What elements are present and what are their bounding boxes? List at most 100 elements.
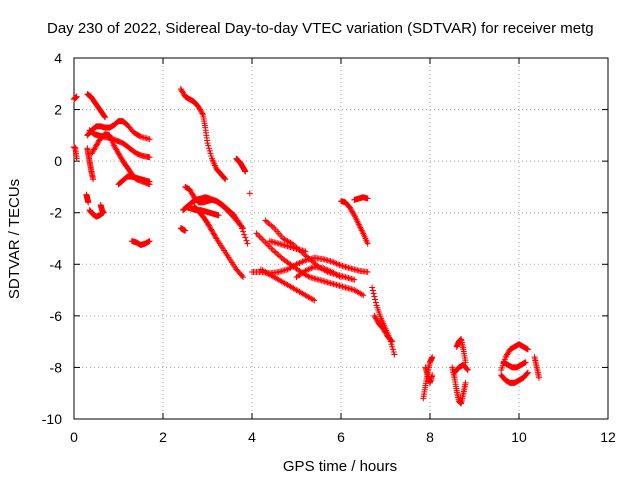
- data-point: [186, 186, 193, 193]
- data-point: [215, 212, 222, 219]
- data-point: [205, 145, 212, 152]
- data-point: [116, 152, 123, 159]
- data-point: [389, 343, 396, 350]
- data-series-segment: [338, 198, 371, 247]
- data-point: [260, 237, 267, 244]
- y-tick-label: 0: [54, 153, 62, 169]
- data-point: [329, 258, 336, 265]
- data-point: [297, 259, 304, 266]
- data-point: [374, 318, 381, 325]
- data-point: [256, 233, 263, 240]
- x-tick-label: 10: [511, 429, 527, 445]
- data-point: [210, 230, 217, 237]
- data-point: [371, 312, 378, 319]
- data-point: [115, 150, 122, 157]
- data-point: [180, 91, 187, 98]
- data-point: [370, 290, 377, 297]
- data-point: [275, 252, 282, 259]
- x-tick-label: 8: [426, 429, 434, 445]
- data-point: [262, 217, 269, 224]
- data-point: [524, 346, 531, 353]
- data-point: [93, 141, 100, 148]
- data-point: [351, 276, 358, 283]
- data-series-segment: [115, 173, 153, 188]
- y-tick-label: 4: [54, 50, 62, 66]
- data-point: [91, 145, 98, 152]
- data-series-segment: [498, 369, 531, 386]
- data-series-segment: [451, 361, 471, 376]
- data-point: [311, 297, 318, 304]
- data-point: [302, 267, 309, 274]
- data-point: [372, 315, 379, 322]
- data-point: [265, 242, 272, 249]
- data-point: [209, 229, 216, 236]
- data-point: [349, 208, 356, 215]
- data-point: [302, 248, 309, 255]
- data-point: [381, 327, 388, 334]
- data-point: [92, 143, 99, 150]
- data-point: [268, 245, 275, 252]
- data-point: [369, 287, 376, 294]
- data-series-segment: [128, 238, 153, 248]
- data-point: [306, 265, 313, 272]
- data-point: [502, 354, 509, 361]
- x-tick-label: 4: [248, 429, 256, 445]
- data-point: [266, 243, 273, 250]
- data-point: [303, 267, 310, 274]
- data-point: [238, 272, 245, 279]
- data-point: [262, 239, 269, 246]
- data-point: [188, 189, 195, 196]
- data-point: [95, 138, 102, 145]
- data-point: [208, 227, 215, 234]
- data-point: [90, 147, 97, 154]
- x-tick-label: 2: [159, 429, 167, 445]
- data-point: [207, 225, 214, 232]
- data-point: [360, 292, 367, 299]
- data-point: [208, 226, 215, 233]
- data-point: [111, 142, 118, 149]
- data-point: [277, 253, 284, 260]
- data-point: [464, 367, 471, 374]
- data-point: [524, 370, 531, 377]
- data-point: [308, 257, 315, 264]
- y-axis-label: SDTVAR / TECUs: [6, 179, 23, 299]
- data-point: [382, 329, 389, 336]
- data-series-segment: [184, 204, 222, 219]
- data-point: [321, 265, 328, 272]
- data-series-segment: [71, 143, 80, 162]
- data-point: [303, 253, 310, 260]
- data-point: [197, 107, 204, 114]
- data-point: [326, 267, 333, 274]
- data-point: [189, 191, 196, 198]
- data-point: [146, 136, 153, 143]
- data-point: [253, 230, 260, 237]
- data-point: [296, 259, 303, 266]
- data-point: [114, 147, 121, 154]
- data-point: [332, 259, 339, 266]
- data-point: [146, 154, 153, 161]
- data-point: [349, 209, 356, 216]
- data-series-segment: [177, 225, 189, 234]
- data-series-segment: [371, 312, 396, 345]
- data-point: [211, 232, 218, 239]
- data-point: [268, 222, 275, 229]
- data-point: [324, 267, 331, 274]
- data-point: [222, 176, 229, 183]
- data-point: [389, 338, 396, 345]
- data-series-segment: [257, 266, 318, 304]
- data-point: [294, 260, 301, 267]
- data-point: [522, 359, 529, 366]
- data-point: [179, 88, 186, 95]
- data-point: [180, 89, 187, 96]
- data-point: [246, 190, 253, 197]
- x-tick-label: 12: [600, 429, 616, 445]
- data-series-segment: [84, 145, 97, 183]
- data-point: [257, 234, 264, 241]
- data-point: [323, 266, 330, 273]
- data-point: [242, 168, 249, 175]
- data-point: [369, 284, 376, 291]
- data-point: [206, 147, 213, 154]
- data-point: [113, 146, 120, 153]
- data-point: [182, 227, 189, 234]
- data-point: [146, 178, 153, 185]
